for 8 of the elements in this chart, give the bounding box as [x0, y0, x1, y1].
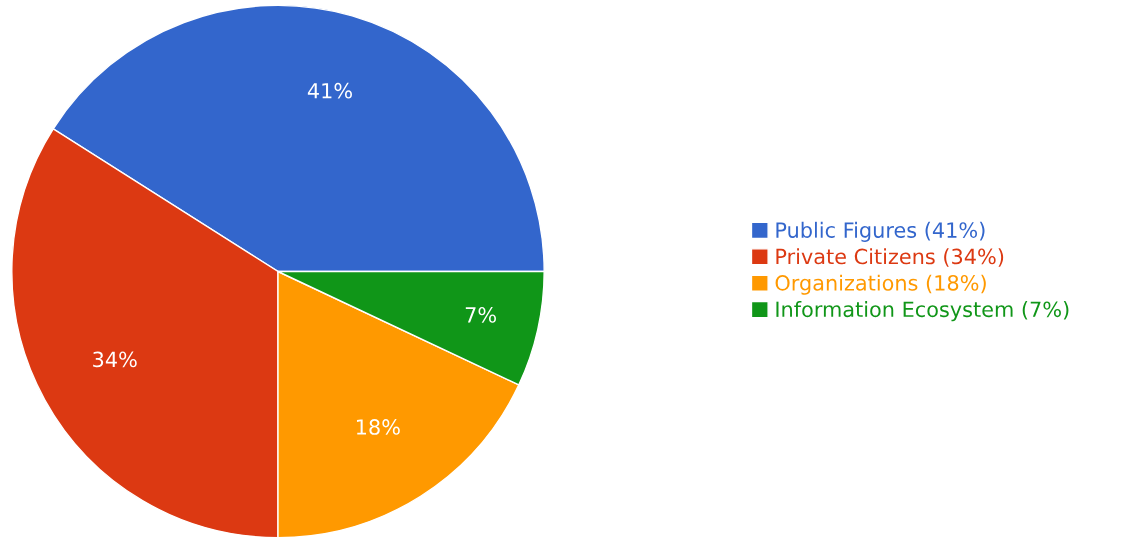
- data-label: 34%: [93, 351, 137, 368]
- data-label: 18%: [356, 419, 400, 435]
- data-label: 41%: [307, 82, 352, 99]
- legend-label: Information Ecosystem (7%): [776, 301, 1069, 322]
- legend-label: Organizations (18%): [775, 274, 986, 295]
- legend-label: Public Figures (41%): [776, 221, 985, 242]
- data-label: 7%: [465, 307, 496, 323]
- legend-label: Private Citizens (34%): [776, 248, 1004, 267]
